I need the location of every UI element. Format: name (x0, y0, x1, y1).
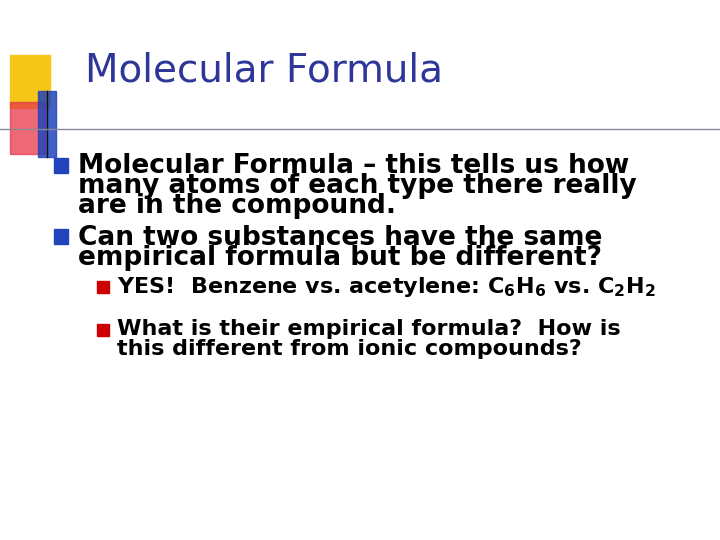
Bar (97, 281, 109, 293)
Bar (97, 324, 109, 336)
Text: are in the compound.: are in the compound. (78, 193, 396, 219)
Bar (54, 229, 68, 244)
Bar (10, 102, 45, 154)
Bar (10, 55, 50, 108)
Bar (54, 158, 68, 173)
Text: empirical formula but be different?: empirical formula but be different? (78, 245, 602, 271)
Text: Molecular Formula – this tells us how: Molecular Formula – this tells us how (78, 153, 629, 179)
Text: YES!  Benzene vs. acetylene: $\mathregular{C_6H_6}$ vs. $\mathregular{C_2H_2}$: YES! Benzene vs. acetylene: $\mathregula… (117, 275, 656, 299)
Text: Can two substances have the same: Can two substances have the same (78, 225, 602, 251)
Text: this different from ionic compounds?: this different from ionic compounds? (117, 339, 582, 360)
Text: many atoms of each type there really: many atoms of each type there really (78, 173, 636, 199)
Bar (38, 91, 56, 157)
Text: What is their empirical formula?  How is: What is their empirical formula? How is (117, 319, 621, 340)
Text: Molecular Formula: Molecular Formula (85, 51, 443, 89)
